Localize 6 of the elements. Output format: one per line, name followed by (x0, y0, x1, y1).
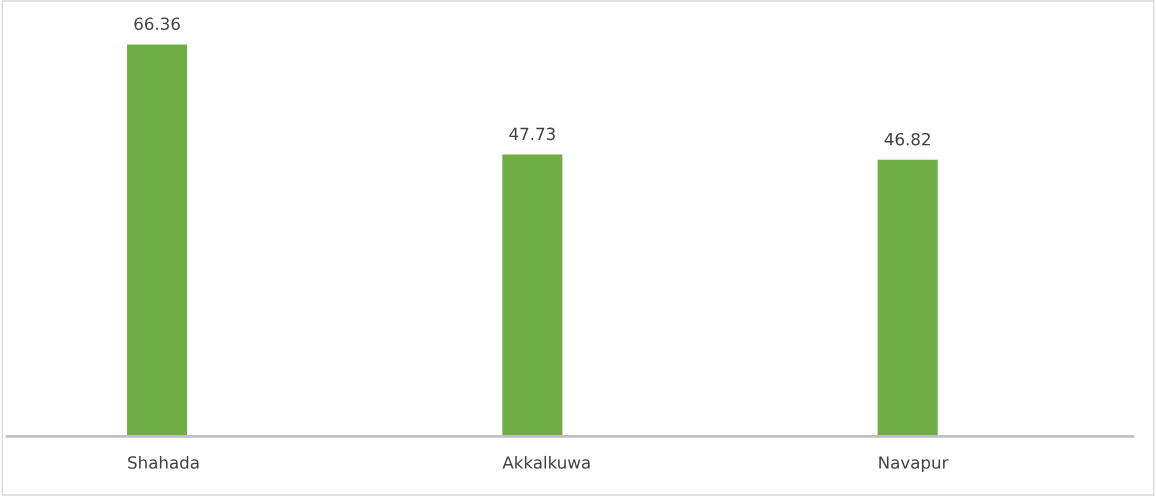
x-tick-label: Navapur (879, 456, 949, 473)
data-label: 66.36 (134, 17, 180, 31)
x-tick-label: Akkalkuwa (502, 455, 590, 469)
x-tick-label: Shahada (128, 455, 199, 469)
data-label: 47.73 (509, 127, 555, 141)
data-label: 46.82 (884, 132, 930, 146)
